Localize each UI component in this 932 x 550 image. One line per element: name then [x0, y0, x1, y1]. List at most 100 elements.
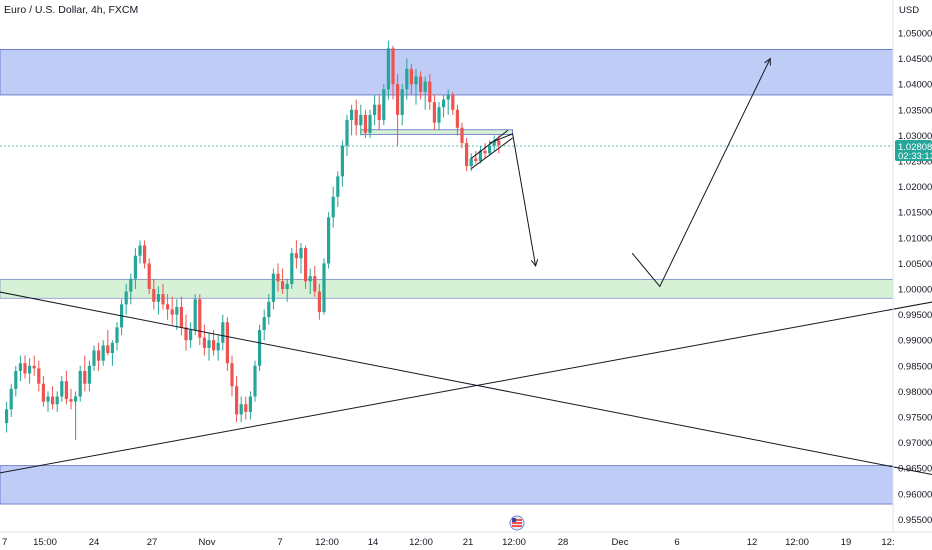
- candle-body: [147, 263, 151, 289]
- lower-support-zone: [0, 465, 894, 505]
- candle-body: [152, 289, 156, 302]
- upper-resistance-zone: [0, 48, 894, 96]
- candle-body: [83, 370, 87, 384]
- candle-body: [400, 89, 404, 115]
- support-zone: [0, 278, 894, 299]
- candle-body: [166, 304, 170, 310]
- time-tick-label: 19: [841, 537, 852, 548]
- candle-body: [446, 94, 450, 100]
- candle-body: [156, 294, 160, 302]
- candle-body: [423, 81, 427, 92]
- price-tick-label: 1.02500: [898, 157, 932, 168]
- time-tick-label: 28: [558, 537, 569, 548]
- current-price-value: 1.02808: [898, 142, 932, 153]
- candle-body: [28, 365, 32, 374]
- price-tick-label: 1.04500: [898, 54, 932, 65]
- candle-body: [359, 114, 363, 126]
- price-tag-background: [895, 140, 932, 161]
- time-tick-label: 12:00: [502, 537, 526, 548]
- candle-body: [304, 248, 308, 282]
- candle-body: [202, 337, 206, 348]
- candle-body: [285, 283, 289, 289]
- candle-body: [129, 278, 133, 292]
- candle-body: [469, 158, 473, 167]
- candle-body: [437, 107, 441, 123]
- candle-body: [327, 217, 331, 264]
- candle-body: [198, 299, 202, 338]
- time-tick-label: Nov: [199, 537, 216, 548]
- price-tick-label: 0.97000: [898, 438, 932, 449]
- candle-body: [363, 114, 367, 133]
- candle-body: [419, 76, 423, 92]
- candle-body: [207, 340, 211, 348]
- zones-layer: [0, 48, 894, 505]
- time-tick-label: 12:00: [785, 537, 809, 548]
- rising-wedge-upper: [470, 129, 509, 159]
- candle-body: [46, 396, 50, 402]
- candle-body: [492, 140, 496, 146]
- candle-body: [290, 253, 294, 284]
- candle-body: [488, 145, 492, 154]
- candle-body: [382, 89, 386, 121]
- candle-body: [428, 81, 432, 103]
- price-tick-label: 1.01500: [898, 208, 932, 219]
- time-tick-label: 24: [89, 537, 100, 548]
- time-tick-label: 14: [368, 537, 379, 548]
- candle-body: [391, 48, 395, 85]
- candle-body: [23, 363, 27, 374]
- price-axis[interactable]: 1.05000 1.04500 1.04000 1.03500 1.03000 1.025…: [898, 29, 932, 526]
- candle-body: [184, 327, 188, 341]
- trendlines-layer: [0, 129, 932, 475]
- time-tick-label: 15:00: [33, 537, 57, 548]
- candle-body: [368, 114, 372, 133]
- price-tick-label: 1.01000: [898, 233, 932, 244]
- price-tick-label: 0.97500: [898, 413, 932, 424]
- small-resistance-zone: [360, 129, 513, 135]
- candle-body: [308, 276, 312, 282]
- time-tick-label: 12:00: [409, 537, 433, 548]
- candle-body: [74, 396, 78, 402]
- candle-body: [189, 329, 193, 341]
- candle-body: [115, 327, 119, 343]
- candle-body: [51, 396, 55, 405]
- price-tick-label: 1.04000: [898, 80, 932, 91]
- price-tick-label: 0.98000: [898, 387, 932, 398]
- time-tick-label: Dec: [612, 537, 629, 548]
- candle-body: [92, 350, 96, 366]
- candle-body: [170, 309, 174, 315]
- candle-countdown: 02:33:13: [898, 151, 932, 162]
- candle-body: [497, 140, 501, 146]
- candle-body: [14, 370, 18, 389]
- flag-icon[interactable]: [509, 515, 525, 531]
- candle-body: [386, 48, 390, 90]
- candle-body: [322, 263, 326, 313]
- candle-body: [478, 150, 482, 161]
- time-tick-label: 7: [2, 537, 7, 548]
- candle-body: [97, 350, 101, 361]
- candle-body: [409, 68, 413, 85]
- price-tick-label: 1.00000: [898, 285, 932, 296]
- candle-body: [271, 273, 275, 302]
- chart-title: Euro / U.S. Dollar, 4h, FXCM: [4, 4, 138, 16]
- time-tick-label: 21: [463, 537, 474, 548]
- currency-label: USD: [899, 5, 919, 16]
- price-tick-label: 1.03500: [898, 105, 932, 116]
- time-axis[interactable]: 7 15:00 24 27 Nov 7 12:00 14 12:00 21 12:00 28 Dec 6 1…: [2, 537, 895, 548]
- candle-body: [354, 109, 358, 126]
- time-tick-label: 27: [147, 537, 158, 548]
- candle-body: [331, 196, 335, 218]
- price-tick-label: 1.02000: [898, 182, 932, 193]
- price-tick-label: 0.96000: [898, 489, 932, 500]
- price-tick-label: 1.00500: [898, 259, 932, 270]
- candle-body: [64, 381, 68, 400]
- time-tick-label: 12:00: [315, 537, 339, 548]
- time-tick-label: 7: [277, 537, 282, 548]
- candle-body: [230, 363, 234, 387]
- candle-body: [212, 340, 216, 351]
- ascending-trendline: [0, 301, 932, 474]
- price-tick-label: 0.98500: [898, 361, 932, 372]
- candle-body: [124, 291, 128, 305]
- candle-body: [161, 294, 165, 305]
